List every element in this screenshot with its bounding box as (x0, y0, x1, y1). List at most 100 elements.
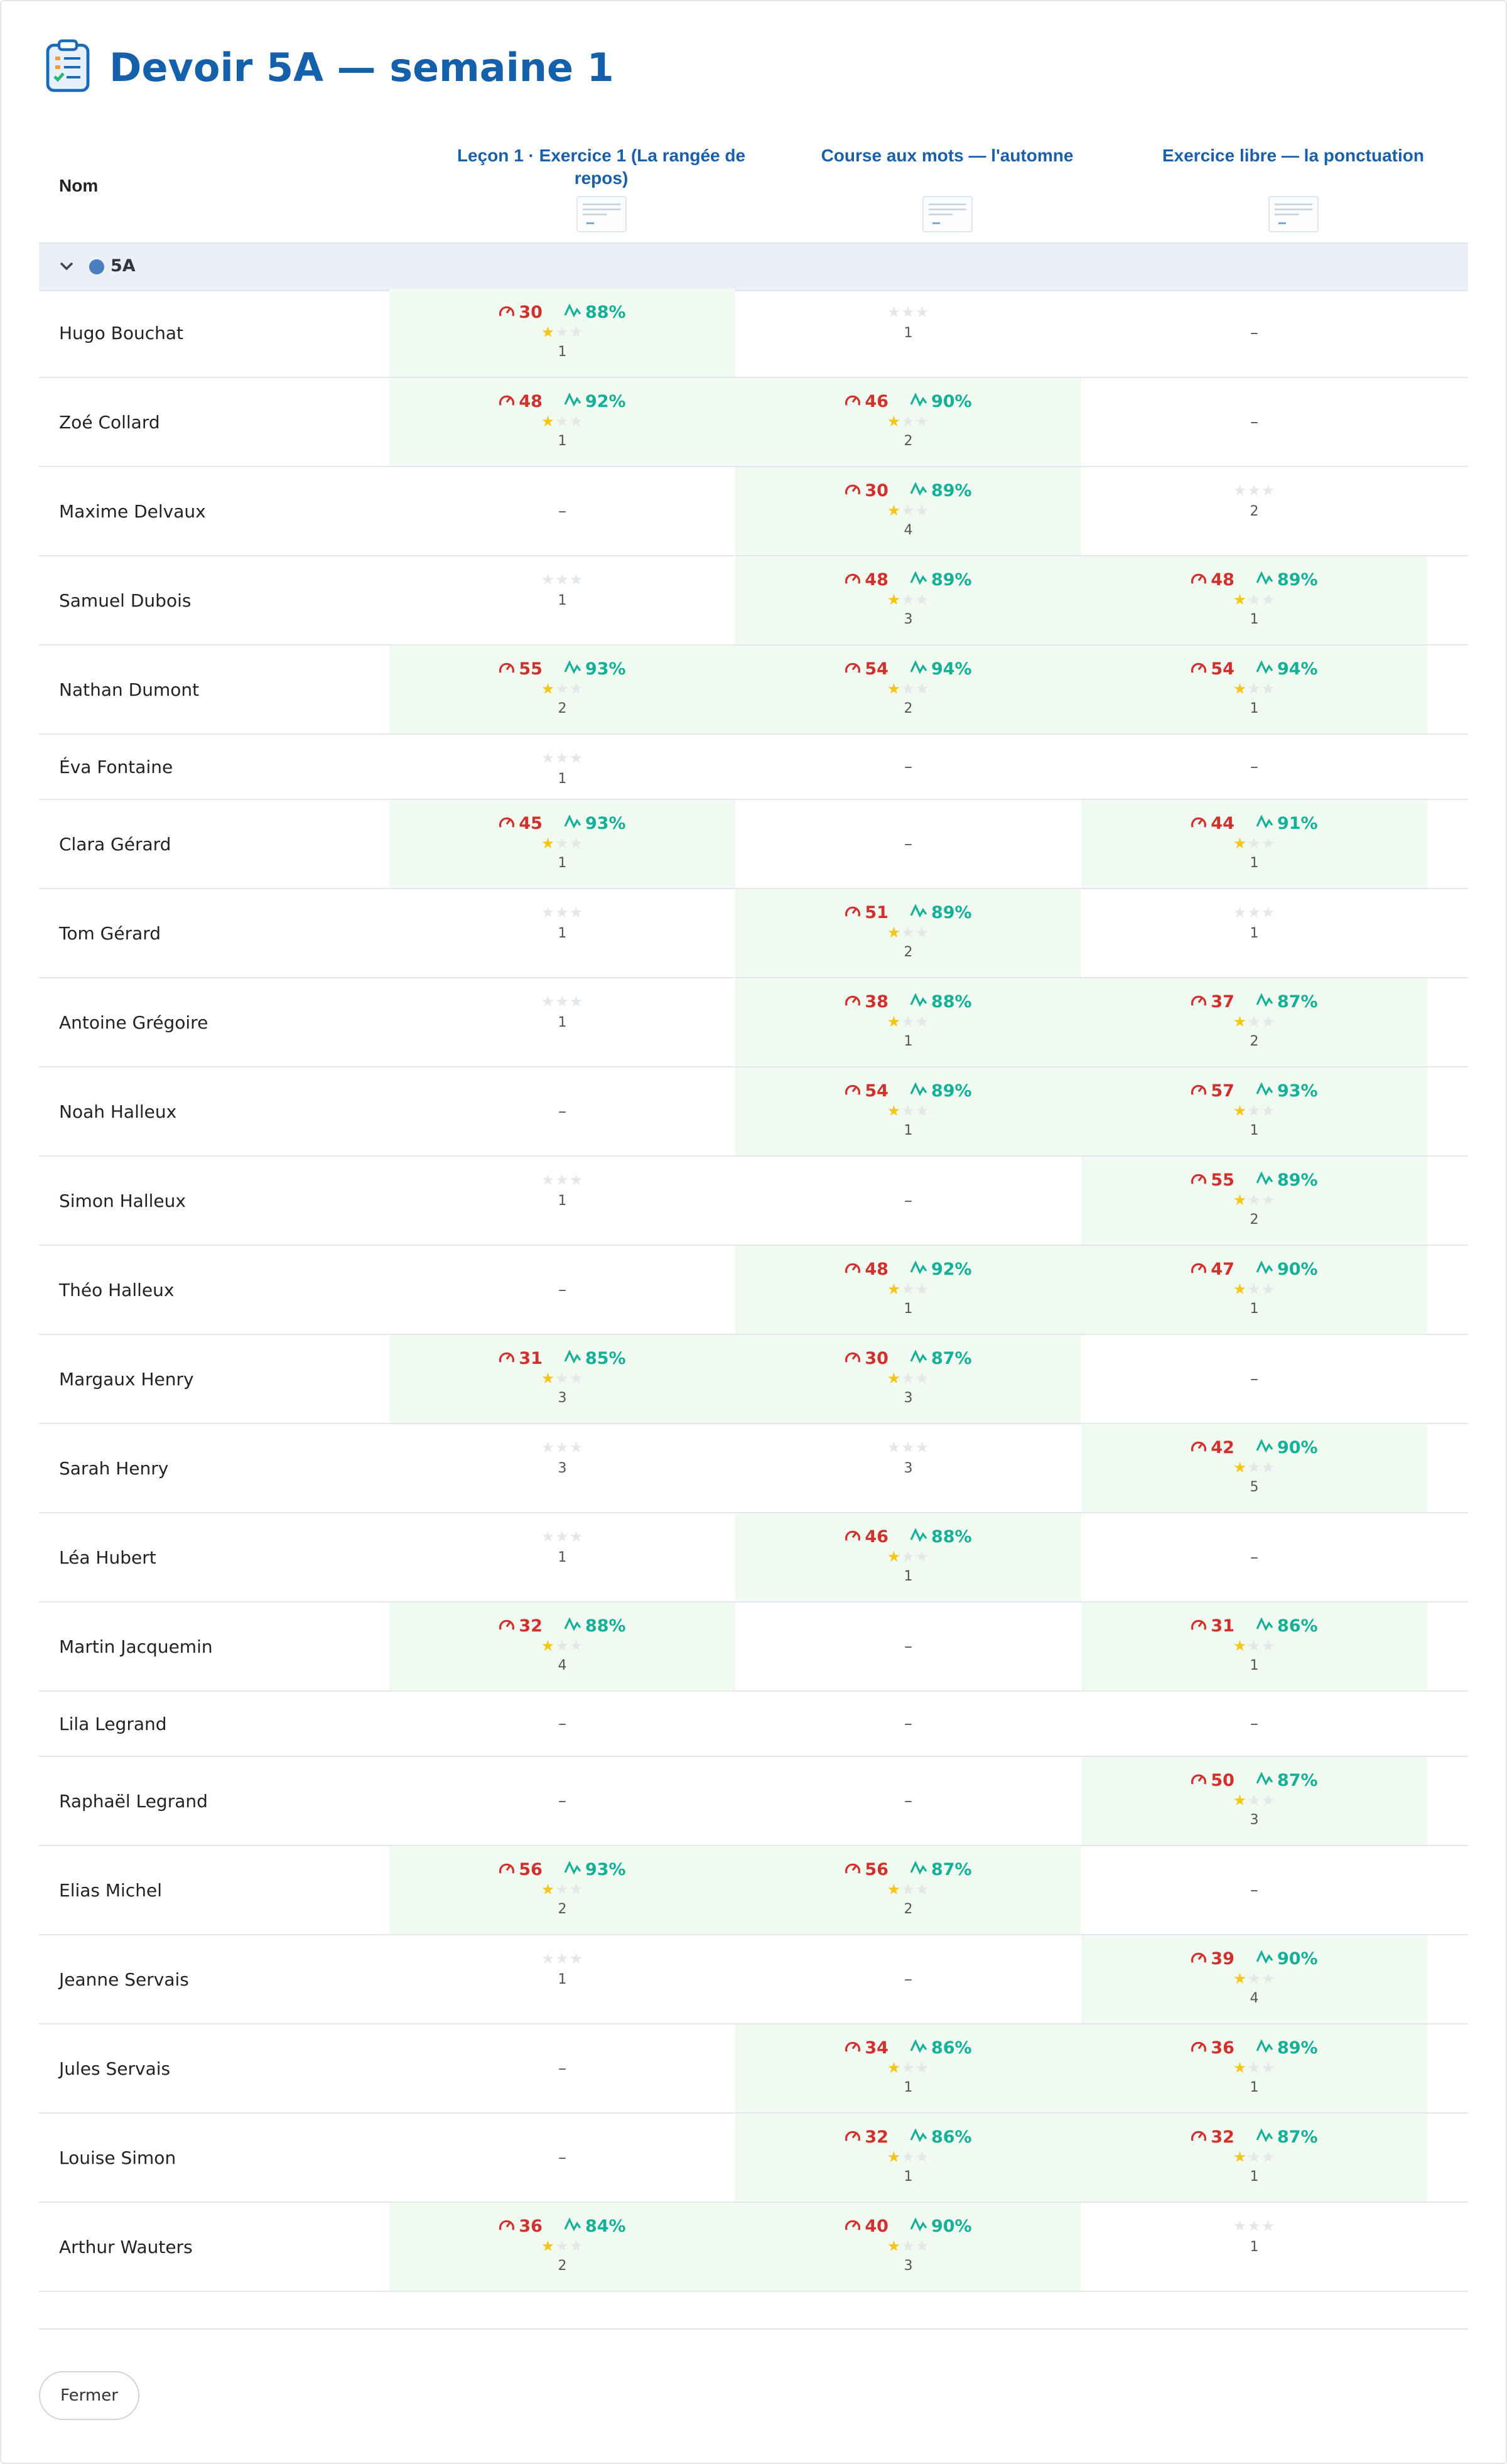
result-cell-empty[interactable]: – (1081, 1846, 1427, 1934)
result-cell[interactable]: 56 87% ★★★ 2 (735, 1846, 1081, 1934)
result-cell-empty[interactable]: – (389, 1067, 735, 1155)
result-cell-empty[interactable]: – (389, 467, 735, 555)
result-cell[interactable]: 31 86% ★★★ 1 (1081, 1602, 1427, 1690)
result-cell-empty[interactable]: – (389, 2024, 735, 2112)
name-column-header[interactable]: Nom (59, 176, 99, 195)
table-row[interactable]: Jules Servais –34 86% ★★★ 1 36 89% ★★★ 1 (39, 2024, 1468, 2114)
result-cell-empty[interactable]: – (1081, 378, 1427, 466)
table-row[interactable]: Martin Jacquemin 32 88% ★★★ 4–31 86% ★★★ 1 (39, 1602, 1468, 1692)
result-cell[interactable]: 34 86% ★★★ 1 (735, 2024, 1081, 2112)
result-cell[interactable]: 36 89% ★★★ 1 (1081, 2024, 1427, 2112)
speed-value: 39 (1211, 1948, 1234, 1969)
result-cell-empty[interactable]: – (389, 1757, 735, 1845)
result-cell[interactable]: ★★★ 3 (735, 1424, 1081, 1512)
result-cell[interactable]: 32 87% ★★★ 1 (1081, 2114, 1427, 2202)
result-cell-empty[interactable]: – (389, 1246, 735, 1334)
result-cell[interactable]: 48 92% ★★★ 1 (735, 1246, 1081, 1334)
table-row[interactable]: Zoé Collard 48 92% ★★★ 1 46 90% ★★★ 2– (39, 378, 1468, 467)
result-cell-empty[interactable]: – (1081, 1692, 1427, 1756)
table-row[interactable]: Noah Halleux –54 89% ★★★ 1 57 93% ★★★ 1 (39, 1067, 1468, 1157)
result-cell[interactable]: ★★★ 1 (389, 735, 735, 799)
result-cell[interactable]: 51 89% ★★★ 2 (735, 889, 1081, 977)
result-cell[interactable]: ★★★ 3 (389, 1424, 735, 1512)
result-cell-empty[interactable]: – (1081, 735, 1427, 799)
result-cell[interactable]: 57 93% ★★★ 1 (1081, 1067, 1427, 1155)
result-cell[interactable]: 42 90% ★★★ 5 (1081, 1424, 1427, 1512)
table-row[interactable]: Antoine Grégoire ★★★ 1 38 88% ★★★ 1 37 87% ★★★ 2 (39, 978, 1468, 1067)
table-row[interactable]: Maxime Delvaux –30 89% ★★★ 4 ★★★ 2 (39, 467, 1468, 556)
result-cell[interactable]: ★★★ 1 (1081, 889, 1427, 977)
result-cell[interactable]: 39 90% ★★★ 4 (1081, 1935, 1427, 2023)
result-cell[interactable]: 36 84% ★★★ 2 (389, 2203, 735, 2291)
result-cell[interactable]: ★★★ 1 (1081, 2203, 1427, 2291)
result-cell[interactable]: 40 90% ★★★ 3 (735, 2203, 1081, 2291)
result-cell[interactable]: 30 87% ★★★ 3 (735, 1335, 1081, 1423)
result-cell-empty[interactable]: – (1081, 1335, 1427, 1423)
result-cell-empty[interactable]: – (735, 735, 1081, 799)
table-row[interactable]: Théo Halleux –48 92% ★★★ 1 47 90% ★★★ 1 (39, 1246, 1468, 1335)
class-group-row[interactable]: 5A (39, 242, 1468, 291)
table-row[interactable]: Tom Gérard ★★★ 1 51 89% ★★★ 2 ★★★ 1 (39, 889, 1468, 978)
result-cell-empty[interactable]: – (735, 1602, 1081, 1690)
result-cell[interactable]: 48 89% ★★★ 3 (735, 556, 1081, 644)
table-row[interactable]: Louise Simon –32 86% ★★★ 1 32 87% ★★★ 1 (39, 2114, 1468, 2203)
table-row[interactable]: Elias Michel 56 93% ★★★ 2 56 87% ★★★ 2– (39, 1846, 1468, 1935)
table-row[interactable]: Lila Legrand – – – (39, 1692, 1468, 1757)
result-cell[interactable]: 30 89% ★★★ 4 (735, 467, 1081, 555)
table-row[interactable]: Sarah Henry ★★★ 3 ★★★ 3 42 90% ★★★ 5 (39, 1424, 1468, 1513)
result-cell-empty[interactable]: – (1081, 289, 1427, 377)
result-cell[interactable]: 32 88% ★★★ 4 (389, 1602, 735, 1690)
result-cell-empty[interactable]: – (735, 1757, 1081, 1845)
result-cell[interactable]: 45 93% ★★★ 1 (389, 800, 735, 888)
result-cell-empty[interactable]: – (1081, 1513, 1427, 1601)
result-cell-empty[interactable]: – (735, 1935, 1081, 2023)
result-cell-empty[interactable]: – (735, 1692, 1081, 1756)
close-button[interactable]: Fermer (39, 2371, 139, 2420)
result-cell[interactable]: 54 94% ★★★ 2 (735, 646, 1081, 733)
result-cell[interactable]: 46 90% ★★★ 2 (735, 378, 1081, 466)
result-cell-empty[interactable]: – (389, 1692, 735, 1756)
result-cell[interactable]: ★★★ 1 (389, 1157, 735, 1245)
result-cell[interactable]: ★★★ 1 (389, 1513, 735, 1601)
table-row[interactable]: Nathan Dumont 55 93% ★★★ 2 54 94% ★★★ 2 54 94% ★★★ 1 (39, 646, 1468, 735)
table-row[interactable]: Jeanne Servais ★★★ 1–39 90% ★★★ 4 (39, 1935, 1468, 2024)
exercise-column-header[interactable]: Course aux mots — l'automne (774, 144, 1120, 232)
result-cell[interactable]: 32 86% ★★★ 1 (735, 2114, 1081, 2202)
result-cell[interactable]: 30 88% ★★★ 1 (389, 289, 735, 377)
table-row[interactable]: Simon Halleux ★★★ 1–55 89% ★★★ 2 (39, 1157, 1468, 1246)
chevron-down-icon[interactable] (58, 257, 75, 278)
result-cell[interactable]: 46 88% ★★★ 1 (735, 1513, 1081, 1601)
result-cell[interactable]: ★★★ 1 (735, 289, 1081, 377)
result-cell[interactable]: ★★★ 1 (389, 978, 735, 1066)
result-cell[interactable]: 48 92% ★★★ 1 (389, 378, 735, 466)
exercise-column-header[interactable]: Exercice libre — la ponctuation (1120, 144, 1466, 232)
table-row[interactable]: Arthur Wauters 36 84% ★★★ 2 40 90% ★★★ 3 ★★★ 1 (39, 2203, 1468, 2292)
table-row[interactable]: Léa Hubert ★★★ 1 46 88% ★★★ 1– (39, 1513, 1468, 1602)
result-cell-empty[interactable]: – (735, 800, 1081, 888)
result-cell[interactable]: 38 88% ★★★ 1 (735, 978, 1081, 1066)
result-cell[interactable]: ★★★ 1 (389, 556, 735, 644)
table-row[interactable]: Éva Fontaine ★★★ 1– – (39, 735, 1468, 800)
table-row[interactable]: Hugo Bouchat 30 88% ★★★ 1 ★★★ 1– (39, 289, 1468, 378)
result-cell[interactable]: 54 94% ★★★ 1 (1081, 646, 1427, 733)
result-cell[interactable]: 55 93% ★★★ 2 (389, 646, 735, 733)
result-cell[interactable]: 56 93% ★★★ 2 (389, 1846, 735, 1934)
exercise-column-header[interactable]: Leçon 1 · Exercice 1 (La rangée de repos… (428, 144, 774, 232)
result-cell[interactable]: 37 87% ★★★ 2 (1081, 978, 1427, 1066)
result-cell[interactable]: 48 89% ★★★ 1 (1081, 556, 1427, 644)
result-cell[interactable]: 47 90% ★★★ 1 (1081, 1246, 1427, 1334)
table-row[interactable]: Raphaël Legrand – –50 87% ★★★ 3 (39, 1757, 1468, 1846)
result-cell[interactable]: 55 89% ★★★ 2 (1081, 1157, 1427, 1245)
table-row[interactable]: Clara Gérard 45 93% ★★★ 1–44 91% ★★★ 1 (39, 800, 1468, 889)
result-cell-empty[interactable]: – (389, 2114, 735, 2202)
result-cell[interactable]: 44 91% ★★★ 1 (1081, 800, 1427, 888)
result-cell[interactable]: ★★★ 2 (1081, 467, 1427, 555)
result-cell[interactable]: ★★★ 1 (389, 889, 735, 977)
result-cell[interactable]: 54 89% ★★★ 1 (735, 1067, 1081, 1155)
result-cell[interactable]: 31 85% ★★★ 3 (389, 1335, 735, 1423)
result-cell-empty[interactable]: – (735, 1157, 1081, 1245)
result-cell[interactable]: ★★★ 1 (389, 1935, 735, 2023)
table-row[interactable]: Margaux Henry 31 85% ★★★ 3 30 87% ★★★ 3– (39, 1335, 1468, 1424)
table-row[interactable]: Samuel Dubois ★★★ 1 48 89% ★★★ 3 48 89% ★★★ 1 (39, 556, 1468, 646)
result-cell[interactable]: 50 87% ★★★ 3 (1081, 1757, 1427, 1845)
